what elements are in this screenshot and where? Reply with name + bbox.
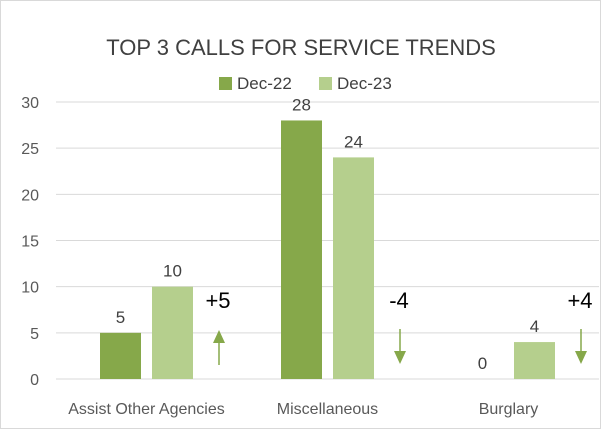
data-label: 28 — [292, 95, 311, 114]
y-tick-label: 5 — [30, 326, 39, 343]
data-label: 0 — [478, 354, 487, 373]
y-tick-label: 10 — [21, 280, 39, 297]
legend: Dec-22 Dec-23 — [219, 74, 392, 93]
legend-swatch — [319, 77, 332, 90]
bar — [333, 157, 374, 379]
data-label: 4 — [530, 317, 539, 336]
bar — [152, 286, 193, 379]
x-tick-label: Miscellaneous — [277, 401, 378, 418]
bars — [100, 120, 555, 379]
change-annotations: +5 -4 +4 — [205, 288, 593, 365]
gridlines — [56, 101, 599, 380]
axis-ticks: 0 5 10 15 20 25 30 Assist Other Agencies Miscell… — [21, 95, 538, 418]
change-label: -4 — [389, 288, 409, 313]
arrow-down-head-icon — [394, 351, 406, 364]
y-tick-label: 20 — [21, 187, 39, 204]
x-tick-label: Burglary — [479, 401, 539, 418]
y-tick-label: 15 — [21, 234, 39, 251]
chart-title: TOP 3 CALLS FOR SERVICE TRENDS — [106, 35, 496, 60]
data-label: 24 — [344, 132, 363, 151]
data-labels: 5 10 28 24 0 4 — [116, 95, 539, 373]
arrow-up-head-icon — [213, 330, 225, 343]
change-label: +5 — [205, 288, 230, 313]
change-label: +4 — [567, 288, 592, 313]
y-tick-label: 25 — [21, 141, 39, 158]
y-tick-label: 30 — [21, 95, 39, 112]
legend-label: Dec-22 — [237, 74, 292, 93]
legend-swatch — [219, 77, 232, 90]
bar — [281, 120, 322, 379]
bar — [100, 332, 141, 379]
y-tick-label: 0 — [30, 372, 39, 389]
x-tick-label: Assist Other Agencies — [68, 401, 225, 418]
legend-label: Dec-23 — [337, 74, 392, 93]
data-label: 5 — [116, 308, 125, 327]
arrow-down-head-icon — [575, 351, 587, 364]
bar — [514, 342, 555, 379]
data-label: 10 — [163, 262, 182, 281]
